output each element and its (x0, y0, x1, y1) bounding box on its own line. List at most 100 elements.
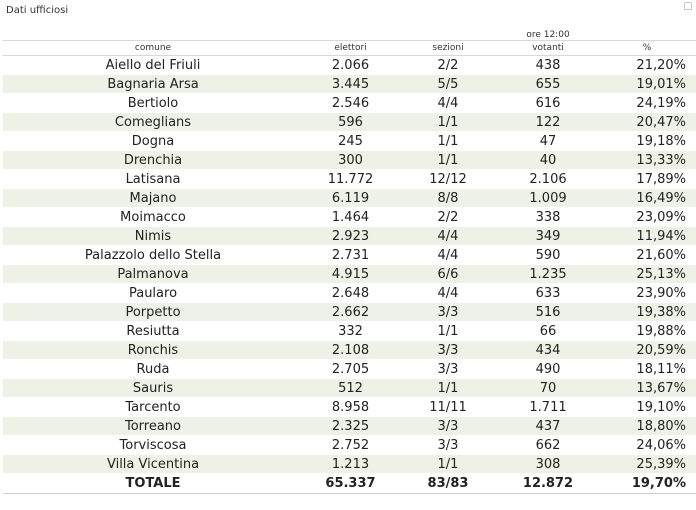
cell-elettori: 2.648 (303, 283, 398, 303)
cell-perc: 19,18% (598, 131, 696, 151)
table-row: Resiutta 332 1/1 66 19,88% (3, 321, 696, 341)
cell-comune: Nimis (3, 226, 303, 246)
table-row: Moimacco 1.464 2/2 338 23,09% (3, 207, 696, 227)
cell-sezioni: 1/1 (398, 131, 498, 151)
header-elettori: elettori (303, 40, 398, 56)
cell-sezioni: 1/1 (398, 454, 498, 474)
table-row: Porpetto 2.662 3/3 516 19,38% (3, 302, 696, 322)
cell-perc: 19,88% (598, 321, 696, 341)
table-row: Ruda 2.705 3/3 490 18,11% (3, 359, 696, 379)
cell-elettori: 1.213 (303, 454, 398, 474)
table-row: Nimis 2.923 4/4 349 11,94% (3, 226, 696, 246)
total-row: TOTALE 65.337 83/83 12.872 19,70% (3, 473, 696, 494)
cell-perc: 20,47% (598, 112, 696, 132)
cell-comune: Comeglians (3, 112, 303, 132)
table-row: Majano 6.119 8/8 1.009 16,49% (3, 188, 696, 208)
header-comune: comune (3, 40, 303, 56)
cell-sezioni: 1/1 (398, 378, 498, 398)
cell-comune: Ronchis (3, 340, 303, 360)
time-label: ore 12:00 (526, 30, 570, 40)
total-elettori: 65.337 (303, 473, 398, 494)
cell-perc: 23,90% (598, 283, 696, 303)
table-row: Bertiolo 2.546 4/4 616 24,19% (3, 93, 696, 113)
cell-votanti: 590 (498, 245, 598, 265)
cell-perc: 19,01% (598, 74, 696, 94)
cell-comune: Bagnaria Arsa (3, 74, 303, 94)
total-perc: 19,70% (598, 473, 696, 494)
cell-votanti: 338 (498, 207, 598, 227)
cell-sezioni: 3/3 (398, 359, 498, 379)
cell-comune: Ruda (3, 359, 303, 379)
cell-votanti: 437 (498, 416, 598, 436)
table-row: Torreano 2.325 3/3 437 18,80% (3, 416, 696, 436)
cell-comune: Torreano (3, 416, 303, 436)
cell-comune: Tarcento (3, 397, 303, 417)
header-perc: % (598, 40, 696, 56)
cell-sezioni: 4/4 (398, 226, 498, 246)
cell-elettori: 2.705 (303, 359, 398, 379)
cell-elettori: 2.752 (303, 435, 398, 455)
cell-elettori: 8.958 (303, 397, 398, 417)
cell-perc: 21,20% (598, 55, 696, 75)
cell-sezioni: 12/12 (398, 169, 498, 189)
cell-sezioni: 4/4 (398, 93, 498, 113)
table-row: Dogna 245 1/1 47 19,18% (3, 131, 696, 151)
cell-sezioni: 3/3 (398, 416, 498, 436)
cell-elettori: 2.066 (303, 55, 398, 75)
cell-votanti: 1.009 (498, 188, 598, 208)
cell-perc: 17,89% (598, 169, 696, 189)
cell-votanti: 616 (498, 93, 598, 113)
cell-perc: 23,09% (598, 207, 696, 227)
cell-sezioni: 5/5 (398, 74, 498, 94)
cell-comune: Palmanova (3, 264, 303, 284)
results-table: ore 12:00 comune elettori sezioni votant… (3, 26, 696, 494)
total-comune: TOTALE (3, 473, 303, 494)
total-sezioni: 83/83 (398, 473, 498, 494)
cell-comune: Porpetto (3, 302, 303, 322)
cell-comune: Aiello del Friuli (3, 55, 303, 75)
cell-elettori: 2.662 (303, 302, 398, 322)
cell-perc: 11,94% (598, 226, 696, 246)
cell-elettori: 11.772 (303, 169, 398, 189)
cell-perc: 21,60% (598, 245, 696, 265)
table-row: Aiello del Friuli 2.066 2/2 438 21,20% (3, 55, 696, 75)
table-row: Sauris 512 1/1 70 13,67% (3, 378, 696, 398)
cell-sezioni: 2/2 (398, 55, 498, 75)
cell-comune: Palazzolo dello Stella (3, 245, 303, 265)
cell-votanti: 438 (498, 55, 598, 75)
table-row: Palmanova 4.915 6/6 1.235 25,13% (3, 264, 696, 284)
cell-sezioni: 2/2 (398, 207, 498, 227)
cell-perc: 16,49% (598, 188, 696, 208)
header-row: comune elettori sezioni votanti % (3, 40, 696, 56)
cell-perc: 19,10% (598, 397, 696, 417)
cell-elettori: 4.915 (303, 264, 398, 284)
cell-comune: Bertiolo (3, 93, 303, 113)
table-row: Torviscosa 2.752 3/3 662 24,06% (3, 435, 696, 455)
cell-elettori: 300 (303, 150, 398, 170)
cell-perc: 18,80% (598, 416, 696, 436)
expand-icon[interactable] (684, 2, 692, 10)
cell-comune: Drenchia (3, 150, 303, 170)
total-votanti: 12.872 (498, 473, 598, 494)
cell-votanti: 2.106 (498, 169, 598, 189)
cell-perc: 25,39% (598, 454, 696, 474)
cell-elettori: 596 (303, 112, 398, 132)
cell-sezioni: 6/6 (398, 264, 498, 284)
cell-elettori: 512 (303, 378, 398, 398)
cell-elettori: 245 (303, 131, 398, 151)
table-row: Ronchis 2.108 3/3 434 20,59% (3, 340, 696, 360)
cell-elettori: 1.464 (303, 207, 398, 227)
cell-votanti: 349 (498, 226, 598, 246)
cell-sezioni: 3/3 (398, 340, 498, 360)
table-row: Tarcento 8.958 11/11 1.711 19,10% (3, 397, 696, 417)
table-row: Palazzolo dello Stella 2.731 4/4 590 21,60% (3, 245, 696, 265)
cell-elettori: 2.546 (303, 93, 398, 113)
cell-perc: 19,38% (598, 302, 696, 322)
cell-comune: Latisana (3, 169, 303, 189)
cell-sezioni: 1/1 (398, 321, 498, 341)
cell-sezioni: 1/1 (398, 112, 498, 132)
cell-votanti: 662 (498, 435, 598, 455)
header-sezioni: sezioni (398, 40, 498, 56)
table-row: Villa Vicentina 1.213 1/1 308 25,39% (3, 454, 696, 474)
cell-comune: Paularo (3, 283, 303, 303)
